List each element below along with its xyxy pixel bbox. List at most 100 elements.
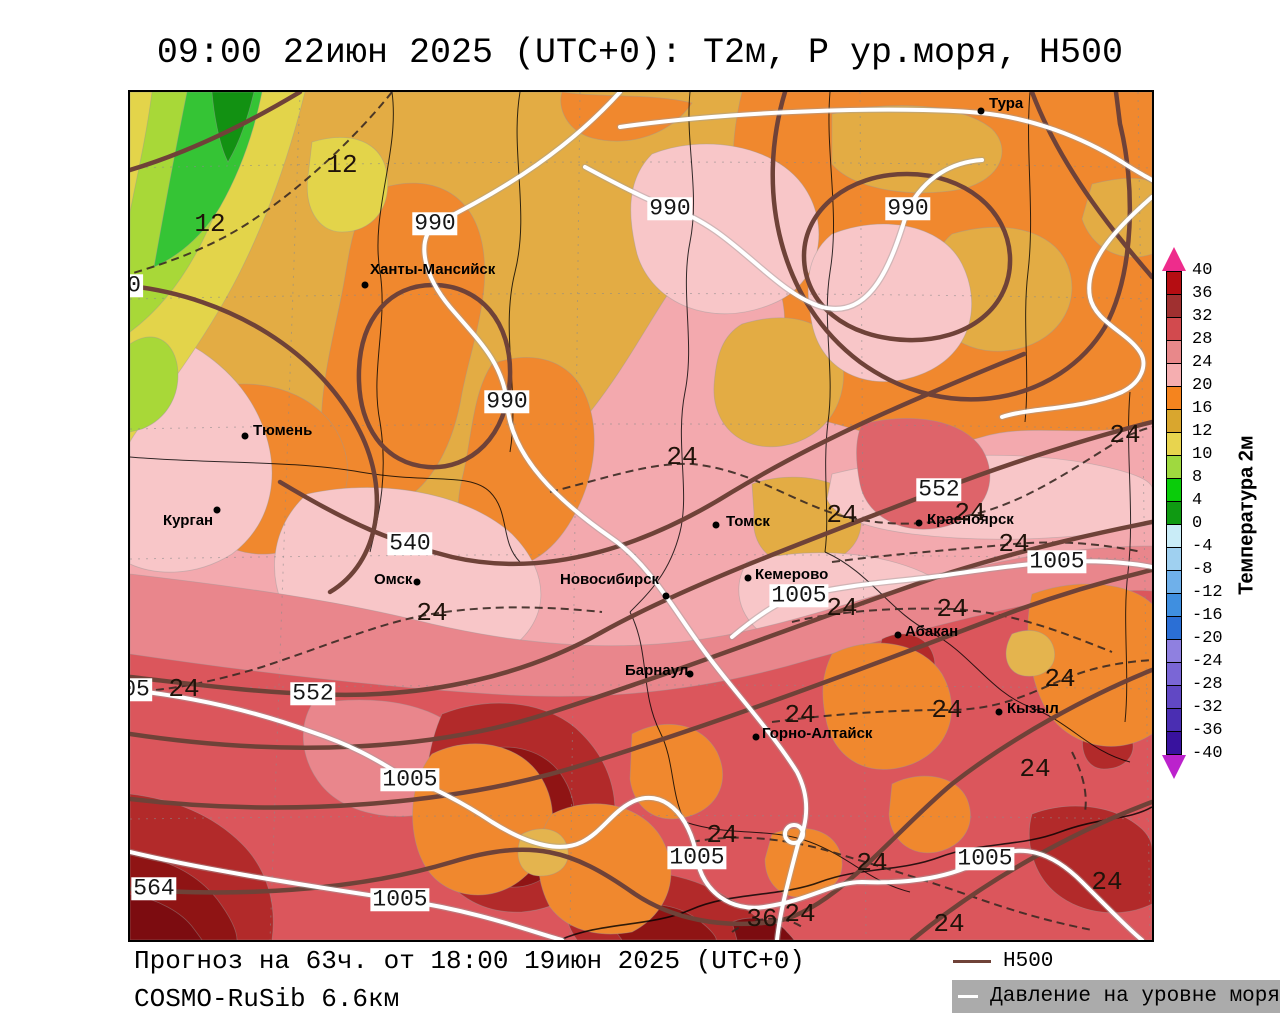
isotherm-label: 24 [856, 848, 888, 878]
contour-label: 1005 [955, 845, 1015, 872]
colorbar-segment [1166, 432, 1182, 456]
city-dot [241, 432, 249, 440]
contour-label: 1005 [380, 766, 440, 793]
h500-line-icon [953, 960, 991, 963]
colorbar-segment [1166, 547, 1182, 571]
city-label: Барнаул [625, 662, 689, 679]
contour-label: 05 [130, 677, 152, 702]
contour-label: 0 [130, 273, 143, 298]
contour-label: 552 [916, 476, 962, 503]
colorbar-tick-label: 40 [1192, 261, 1213, 280]
colorbar-tick-label: -40 [1192, 744, 1223, 763]
colorbar-tick-label: -12 [1192, 583, 1223, 602]
city-dot [995, 708, 1003, 716]
colorbar-tick-label: 36 [1192, 284, 1213, 303]
colorbar-segment [1166, 294, 1182, 318]
colorbar-tick-label: -20 [1192, 629, 1223, 648]
isotherm-label: 24 [954, 498, 986, 528]
isotherm-label: 24 [784, 700, 816, 730]
city-label: Абакан [905, 623, 959, 640]
isotherm-label: 24 [931, 695, 963, 725]
colorbar-tick-label: 16 [1192, 399, 1213, 418]
colorbar-tick-label: 4 [1192, 491, 1203, 510]
city-dot [752, 733, 760, 741]
isotherm-label: 24 [168, 674, 200, 704]
city-dot [662, 592, 670, 600]
isotherm-label: 12 [194, 209, 226, 239]
contour-label: 1005 [1027, 548, 1087, 575]
pressure-line-icon [958, 995, 979, 998]
city-dot [213, 506, 221, 514]
colorbar-tick-label: 12 [1192, 422, 1213, 441]
colorbar-segment [1166, 616, 1182, 640]
legend-h500: Н500 [953, 950, 1053, 973]
colorbar-arrow-top-icon [1162, 247, 1186, 271]
colorbar-tick-label: 0 [1192, 514, 1203, 533]
isotherm-label: 24 [416, 598, 448, 628]
colorbar-segment [1166, 386, 1182, 410]
legend-pressure: Давление на уровне моря [952, 980, 1280, 1013]
colorbar-segment [1166, 271, 1182, 295]
forecast-info: Прогноз на 63ч. от 18:00 19июн 2025 (UTC… [134, 946, 805, 976]
city-dot [744, 574, 752, 582]
city-label: Курган [163, 512, 214, 529]
page-title: 09:00 22июн 2025 (UTC+0): Т2м, Р ур.моря… [156, 33, 1124, 73]
colorbar-segment [1166, 340, 1182, 364]
city-label: Ханты-Мансийск [370, 261, 496, 278]
colorbar-segment [1166, 593, 1182, 617]
isotherm-label: 24 [936, 594, 968, 624]
isotherm-label: 24 [826, 500, 858, 530]
colorbar-segment [1166, 317, 1182, 341]
city-dot [686, 670, 694, 678]
isotherm-label: 12 [326, 150, 358, 180]
isotherm-label: 24 [826, 593, 858, 623]
colorbar-tick-label: 20 [1192, 376, 1213, 395]
isotherm-label: 24 [1044, 664, 1076, 694]
isotherm-label: 24 [666, 442, 698, 472]
city-label: Тюмень [253, 422, 313, 439]
city-label: Новосибирск [560, 571, 660, 588]
city-label: Тура [989, 95, 1024, 112]
city-label: Томск [726, 513, 770, 530]
colorbar-tick-label: -36 [1192, 721, 1223, 740]
contour-label: 540 [387, 530, 433, 557]
colorbar-segment [1166, 685, 1182, 709]
colorbar-segment [1166, 501, 1182, 525]
contour-label: 1005 [370, 886, 430, 913]
colorbar-tick-label: 24 [1192, 353, 1213, 372]
city-dot [712, 521, 720, 529]
city-dot [915, 519, 923, 527]
contour-label: 1005 [667, 844, 727, 871]
legend-h500-label: Н500 [1003, 950, 1054, 973]
colorbar-segment [1166, 708, 1182, 732]
legend-pressure-label: Давление на уровне моря [990, 985, 1280, 1008]
isotherm-label: 24 [784, 899, 816, 929]
city-label: Красноярск [927, 511, 1014, 528]
map-art [130, 92, 1152, 940]
colorbar-tick-label: -8 [1192, 560, 1213, 579]
city-label: Горно-Алтайск [762, 725, 873, 742]
map-labels: Тура Ханты-Мансийск Тюмень Курган Омск Томск К… [130, 92, 1152, 940]
colorbar-tick-label: 10 [1192, 445, 1213, 464]
city-dot [361, 281, 369, 289]
contour-label: 552 [290, 680, 336, 707]
city-dot [413, 578, 421, 586]
isotherm-label: 24 [1091, 867, 1123, 897]
isotherm-label: 36 [746, 904, 778, 934]
contour-label: 990 [885, 195, 931, 222]
colorbar-segment [1166, 455, 1182, 479]
city-dot [894, 631, 902, 639]
colorbar-tick-label: -16 [1192, 606, 1223, 625]
colorbar-tick-label: -32 [1192, 698, 1223, 717]
colorbar-segment [1166, 524, 1182, 548]
isotherm-label: 24 [706, 820, 738, 850]
colorbar-tick-label: 28 [1192, 330, 1213, 349]
colorbar-segment [1166, 478, 1182, 502]
temperature-colorbar: 40 36 32 28 24 20 16 12 10 8 4 0 -4 -8 -12 -16 -20 -24 -28… [1162, 247, 1280, 779]
contour-label: 564 [131, 875, 177, 902]
city-label: Кемерово [755, 566, 829, 583]
colorbar-segment [1166, 662, 1182, 686]
city-dot [977, 107, 985, 115]
colorbar-segment [1166, 409, 1182, 433]
